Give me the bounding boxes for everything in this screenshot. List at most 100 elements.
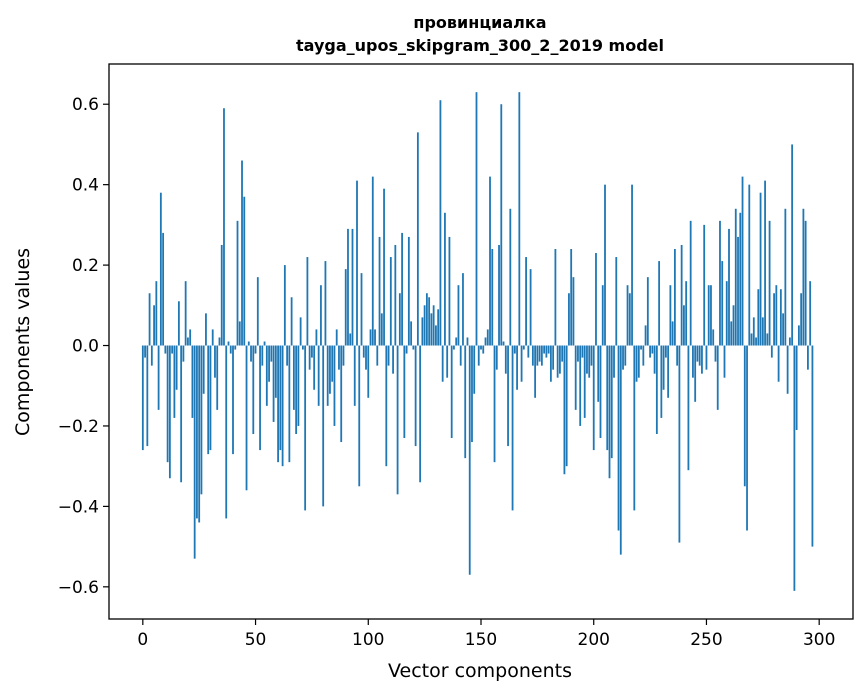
- bar-248: [701, 345, 703, 374]
- bar-202: [597, 345, 600, 402]
- bar-286: [786, 345, 789, 394]
- bar-169: [522, 345, 525, 350]
- bar-200: [592, 345, 595, 451]
- bar-124: [421, 317, 424, 346]
- bar-53: [261, 345, 264, 366]
- y-axis-label: Components values: [12, 248, 34, 436]
- bar-47: [247, 341, 250, 346]
- bar-173: [531, 345, 534, 366]
- bar-178: [543, 345, 546, 354]
- bar-15: [175, 345, 178, 390]
- bar-37: [225, 345, 228, 519]
- bar-42: [236, 220, 239, 346]
- y-tick-label: 0.2: [72, 256, 99, 276]
- bar-29: [207, 345, 210, 455]
- bar-276: [764, 180, 766, 346]
- bar-130: [435, 325, 437, 346]
- bar-147: [473, 345, 476, 394]
- bar-68: [295, 345, 298, 434]
- x-tick-label: 200: [578, 630, 610, 650]
- bar-66: [290, 297, 293, 346]
- bar-245: [694, 345, 697, 402]
- bar-197: [586, 345, 588, 374]
- bar-278: [768, 220, 771, 346]
- bar-251: [707, 285, 710, 346]
- bar-91: [347, 228, 349, 346]
- bar-132: [439, 100, 442, 346]
- chart-title-line1: провинциалка: [413, 13, 546, 32]
- bar-38: [227, 341, 230, 346]
- bar-105: [378, 236, 381, 346]
- bar-223: [644, 325, 647, 346]
- bar-32: [214, 345, 216, 378]
- bar-12: [168, 345, 171, 479]
- bar-58: [272, 345, 275, 422]
- bar-56: [268, 345, 270, 382]
- bar-164: [511, 345, 514, 511]
- bar-73: [306, 257, 309, 346]
- bar-250: [705, 345, 708, 370]
- bar-78: [317, 345, 320, 406]
- bar-237: [676, 345, 679, 366]
- bar-133: [441, 345, 444, 382]
- bar-123: [419, 345, 422, 483]
- bar-141: [459, 345, 462, 366]
- bar-138: [453, 345, 455, 350]
- bar-154: [489, 176, 491, 346]
- bar-238: [678, 345, 681, 543]
- bar-89: [342, 345, 345, 366]
- bar-283: [779, 289, 782, 346]
- bar-218: [633, 345, 636, 511]
- bar-181: [549, 345, 552, 382]
- bar-194: [579, 345, 582, 426]
- bar-260: [728, 228, 730, 346]
- bar-96: [358, 345, 361, 487]
- bar-167: [518, 92, 521, 346]
- bar-99: [365, 345, 367, 370]
- bar-280: [773, 293, 775, 346]
- bar-41: [234, 345, 237, 350]
- bar-111: [392, 345, 394, 374]
- bar-196: [583, 345, 586, 418]
- bar-205: [604, 184, 606, 346]
- y-tick-label: −0.6: [58, 578, 99, 598]
- bar-143: [464, 345, 467, 459]
- bar-6: [155, 281, 158, 346]
- bar-217: [631, 184, 633, 346]
- bar-120: [412, 345, 415, 350]
- bar-18: [182, 345, 185, 362]
- bar-127: [428, 297, 431, 346]
- bar-295: [807, 345, 809, 370]
- bar-16: [177, 301, 180, 346]
- bar-272: [755, 337, 757, 346]
- bar-90: [344, 269, 347, 346]
- bar-79: [320, 285, 322, 346]
- bar-106: [380, 313, 383, 346]
- bar-74: [308, 345, 311, 370]
- bar-212: [619, 345, 622, 555]
- bar-140: [457, 285, 460, 346]
- bar-262: [732, 305, 735, 346]
- bar-158: [498, 244, 500, 346]
- bar-139: [455, 337, 458, 346]
- bar-225: [649, 345, 651, 358]
- bar-1: [144, 345, 146, 358]
- bar-8: [159, 192, 162, 346]
- bar-43: [238, 321, 241, 346]
- bar-31: [211, 329, 214, 346]
- bar-65: [288, 345, 291, 463]
- bar-267: [743, 345, 746, 487]
- bar-155: [491, 249, 494, 346]
- bar-61: [279, 345, 282, 451]
- bar-45: [243, 196, 246, 346]
- bar-121: [414, 345, 417, 447]
- bar-253: [712, 329, 715, 346]
- bar-128: [430, 313, 433, 346]
- bar-7: [157, 345, 160, 410]
- bar-25: [198, 345, 201, 523]
- bar-282: [777, 345, 780, 382]
- bar-182: [552, 345, 555, 370]
- bar-55: [265, 345, 268, 406]
- bar-162: [507, 345, 509, 447]
- bar-220: [637, 345, 640, 378]
